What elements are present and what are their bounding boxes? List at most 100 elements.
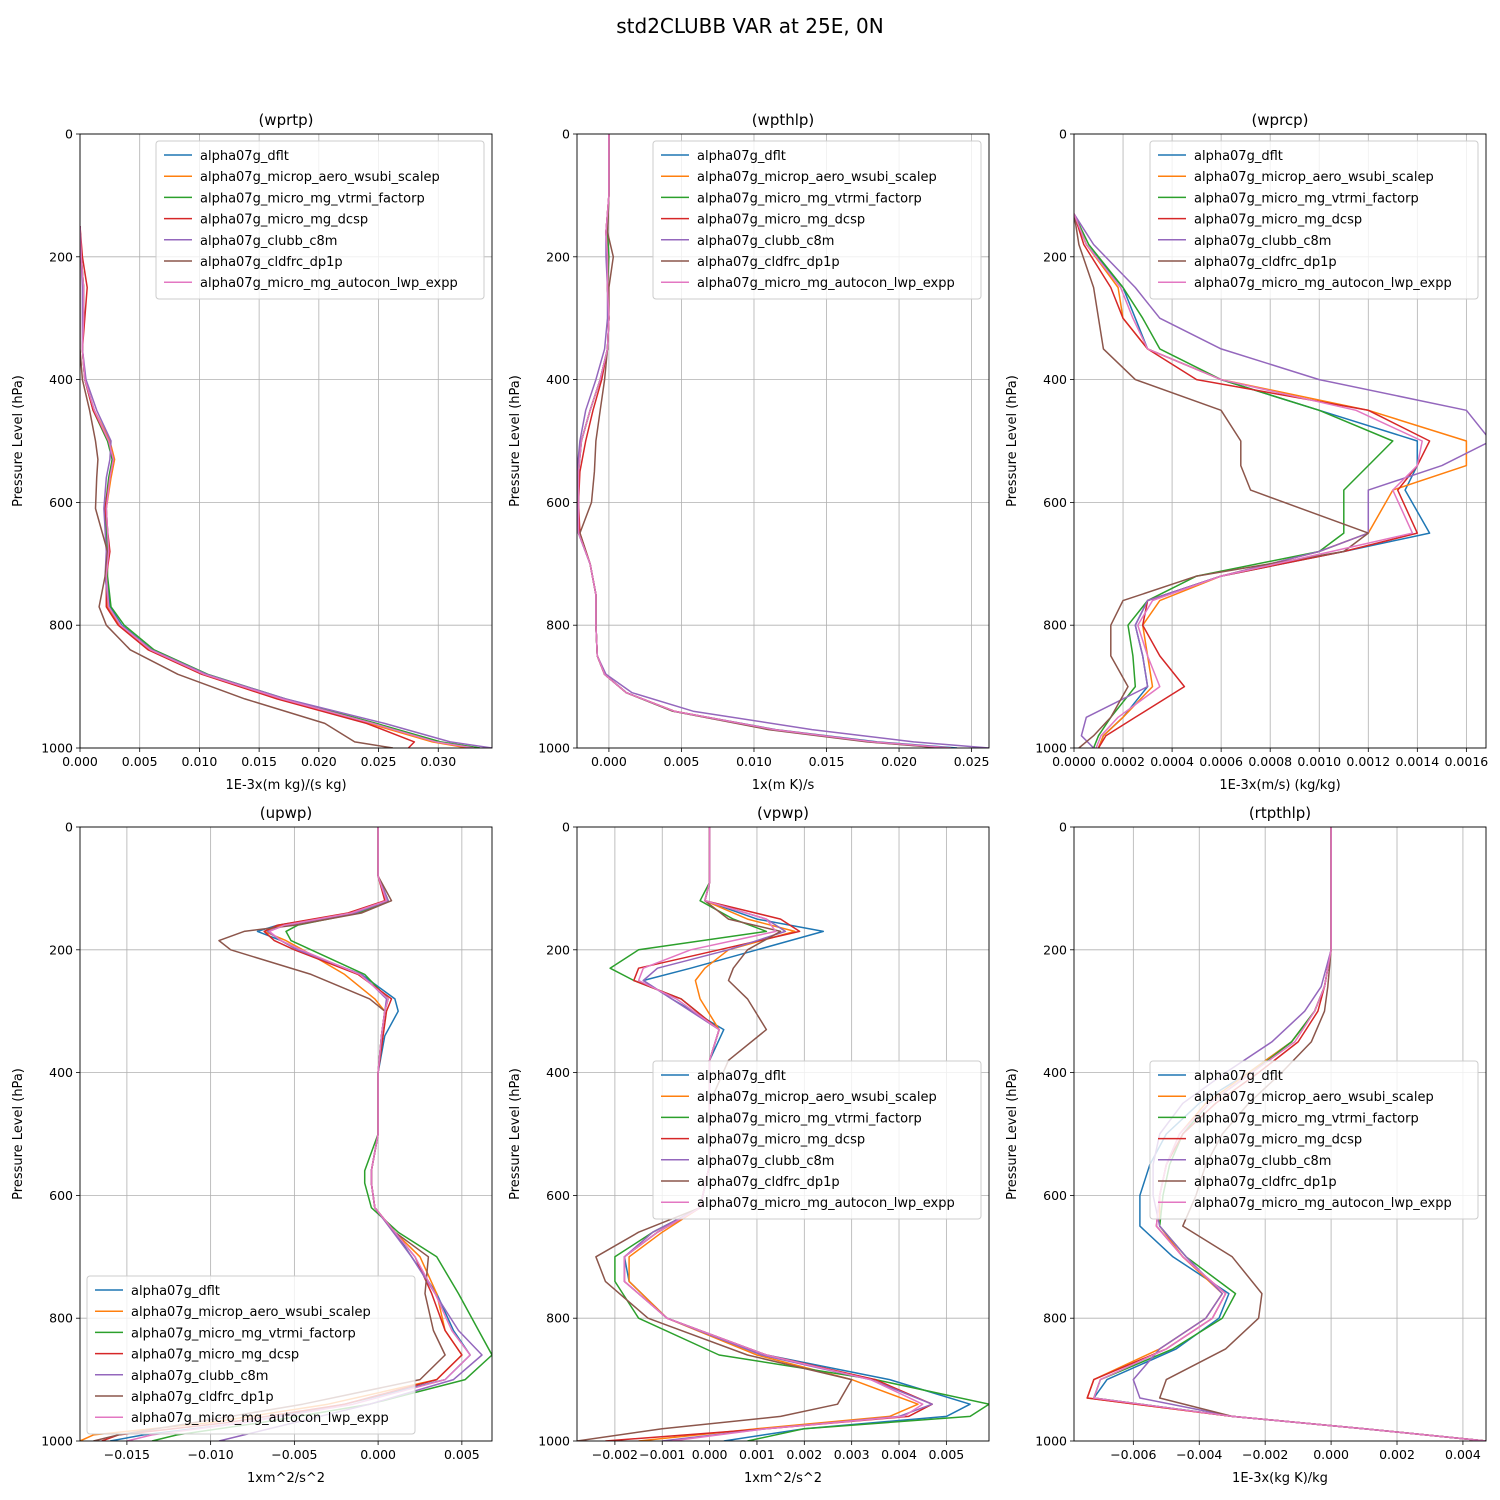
x-tick-label: 0.000 [1313,1447,1349,1462]
legend-entry: alpha07g_micro_mg_autocon_lwp_expp [200,276,458,291]
x-axis-label: 1E-3x(m/s) (kg/kg) [1219,778,1340,793]
legend-box [652,140,982,300]
x-axis-label: 1xm^2/s^2 [744,1471,822,1486]
y-axis-label: Pressure Level (hPa) [508,375,523,507]
y-tick-label: 1000 [1035,741,1067,756]
axes-frame [1073,133,1487,749]
x-tick-label: −0.005 [271,1447,317,1462]
axes-frame [1073,826,1487,1442]
y-tick-label: 200 [1043,249,1067,264]
x-tick-label: 0.015 [241,754,277,769]
series-line-alpha07g_micro_mg_dcsp [80,226,416,748]
legend-entry: alpha07g_micro_mg_dcsp [1194,213,1362,228]
legend-entry: alpha07g_micro_mg_vtrmi_factorp [697,1111,922,1126]
legend-box [1149,140,1479,300]
legend-entry: alpha07g_cldfrc_dp1p [697,255,840,270]
legend-entry: alpha07g_cldfrc_dp1p [131,1390,274,1405]
panel-title: (rtpthlp) [1249,804,1311,822]
x-tick-label: 0.0002 [1101,754,1145,769]
y-tick-label: 0 [1059,820,1067,835]
x-tick-label: 0.010 [182,754,218,769]
legend-entry: alpha07g_clubb_c8m [697,1154,834,1169]
panel-5: −0.006 −0.004 −0.002 0.000 0.002 0.004 0 200 400… [1005,804,1487,1486]
legend-entry: alpha07g_micro_mg_dcsp [200,213,368,228]
axes-frame [576,133,990,749]
y-tick-label: 400 [1043,372,1067,387]
legend-entry: alpha07g_micro_mg_dcsp [1194,1133,1362,1148]
panel-4: −0.002 −0.001 0.000 0.001 0.002 0.003 0.004 0.0… [508,804,990,1486]
x-tick-label: 0.020 [301,754,337,769]
series-line-alpha07g_cldfrc_dp1p [1074,213,1370,748]
x-tick-label: 0.005 [122,754,158,769]
legend-entry: alpha07g_micro_mg_autocon_lwp_expp [1194,1196,1452,1211]
y-tick-label: 200 [546,942,570,957]
series-line-alpha07g_micro_mg_vtrmi_factorp [1074,213,1394,748]
legend-entry: alpha07g_micro_mg_vtrmi_factorp [1194,191,1419,206]
x-tick-label: 0.0016 [1445,754,1489,769]
x-tick-label: −0.010 [188,1447,234,1462]
x-tick-label: 0.002 [786,1447,822,1462]
legend-entry: alpha07g_dflt [1194,149,1283,164]
x-tick-label: 0.002 [1379,1447,1415,1462]
x-tick-label: 0.020 [881,754,917,769]
legend-entry: alpha07g_micro_mg_vtrmi_factorp [131,1326,356,1341]
legend-box [1149,1060,1479,1220]
axes-frame [79,133,493,749]
x-tick-label: 0.0014 [1395,754,1439,769]
legend-entry: alpha07g_dflt [200,149,289,164]
legend: alpha07g_dflt alpha07g_microp_aero_wsubi_… [86,1275,416,1435]
y-tick-label: 0 [1059,127,1067,142]
y-tick-label: 800 [546,618,570,633]
y-tick-label: 0 [65,820,73,835]
legend-entry: alpha07g_micro_mg_autocon_lwp_expp [697,1196,955,1211]
y-axis-label: Pressure Level (hPa) [1005,375,1020,507]
legend-entry: alpha07g_micro_mg_vtrmi_factorp [1194,1111,1419,1126]
y-tick-label: 200 [1043,942,1067,957]
series-line-alpha07g_clubb_c8m [80,226,492,748]
y-tick-label: 600 [546,495,570,510]
x-tick-label: −0.015 [104,1447,150,1462]
legend: alpha07g_dflt alpha07g_microp_aero_wsubi_… [652,140,982,300]
panel-1: 0.000 0.005 0.010 0.015 0.020 0.025 0 200 400 600… [508,111,989,793]
y-tick-label: 800 [546,1311,570,1326]
y-tick-label: 1000 [538,1434,570,1449]
series-line-alpha07g_micro_mg_autocon_lwp_expp [126,827,471,1441]
series-line-alpha07g_cldfrc_dp1p [80,226,394,748]
legend-entry: alpha07g_microp_aero_wsubi_scalep [1194,170,1434,185]
y-tick-label: 1000 [1035,1434,1067,1449]
legend-entry: alpha07g_micro_mg_vtrmi_factorp [697,191,922,206]
x-tick-label: 0.005 [928,1447,964,1462]
series-line-alpha07g_micro_mg_autocon_lwp_expp [1074,213,1423,748]
x-axis-label: 1E-3x(kg K)/kg [1232,1471,1328,1486]
y-tick-label: 1000 [41,741,73,756]
y-tick-label: 800 [1043,618,1067,633]
legend: alpha07g_dflt alpha07g_microp_aero_wsubi_… [1149,1060,1479,1220]
panel-title: (wprcp) [1251,111,1308,129]
series-line-alpha07g_microp_aero_wsubi_scalep [80,226,469,748]
legend-entry: alpha07g_micro_mg_dcsp [697,213,865,228]
y-tick-label: 800 [1043,1311,1067,1326]
legend-entry: alpha07g_micro_mg_dcsp [131,1348,299,1363]
legend-entry: alpha07g_cldfrc_dp1p [1194,255,1337,270]
legend-entry: alpha07g_micro_mg_autocon_lwp_expp [131,1411,389,1426]
legend-entry: alpha07g_clubb_c8m [200,234,337,249]
legend-entry: alpha07g_microp_aero_wsubi_scalep [1194,1090,1434,1105]
series-line-alpha07g_dflt [80,226,475,748]
x-tick-label: 0.001 [739,1447,775,1462]
legend-entry: alpha07g_cldfrc_dp1p [1194,1175,1337,1190]
y-tick-label: 400 [546,372,570,387]
y-tick-label: 600 [49,1188,73,1203]
x-tick-label: −0.004 [1176,1447,1222,1462]
x-tick-label: 0.0008 [1248,754,1292,769]
series-group [577,134,989,748]
y-tick-label: 400 [49,372,73,387]
x-tick-label: 0.015 [809,754,845,769]
y-tick-label: 0 [562,127,570,142]
legend-entry: alpha07g_dflt [131,1284,220,1299]
series-group [80,226,492,748]
x-tick-label: −0.006 [1110,1447,1156,1462]
y-tick-label: 0 [562,820,570,835]
x-tick-label: −0.001 [639,1447,685,1462]
series-line-alpha07g_micro_mg_autocon_lwp_expp [577,134,952,748]
